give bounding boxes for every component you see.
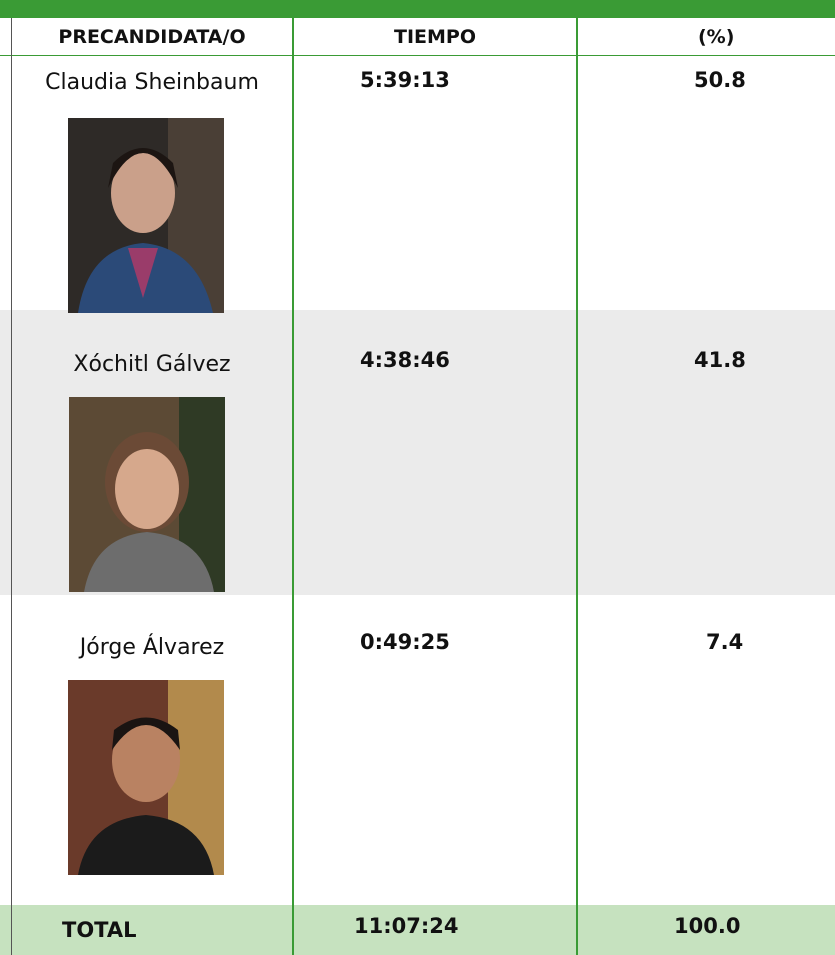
- percent: 50.8: [694, 68, 746, 92]
- candidate-name: Claudia Sheinbaum: [12, 70, 292, 95]
- candidate-name: Jórge Álvarez: [12, 635, 292, 660]
- candidate-name: Xóchitl Gálvez: [12, 352, 292, 377]
- time: 0:49:25: [360, 630, 450, 654]
- total-percent: 100.0: [674, 914, 740, 938]
- percent: 41.8: [694, 348, 746, 372]
- header-cell: (%): [578, 26, 835, 48]
- total-time: 11:07:24: [354, 914, 458, 938]
- total-label: TOTAL: [62, 918, 137, 942]
- table: PRECANDIDATA/O TIEMPO (%) Claudia Sheinb…: [0, 0, 835, 955]
- percent: 7.4: [706, 630, 743, 654]
- column-divider: [576, 18, 578, 955]
- header-cell: TIEMPO: [294, 26, 576, 48]
- photo: [69, 397, 225, 592]
- column-divider: [292, 18, 294, 955]
- left-border: [11, 18, 12, 955]
- header-cell: PRECANDIDATA/O: [12, 26, 292, 48]
- photo: [68, 118, 224, 313]
- time: 4:38:46: [360, 348, 450, 372]
- top-bar: [0, 0, 835, 18]
- photo: [68, 680, 224, 875]
- time: 5:39:13: [360, 68, 450, 92]
- header-rule: [0, 55, 835, 56]
